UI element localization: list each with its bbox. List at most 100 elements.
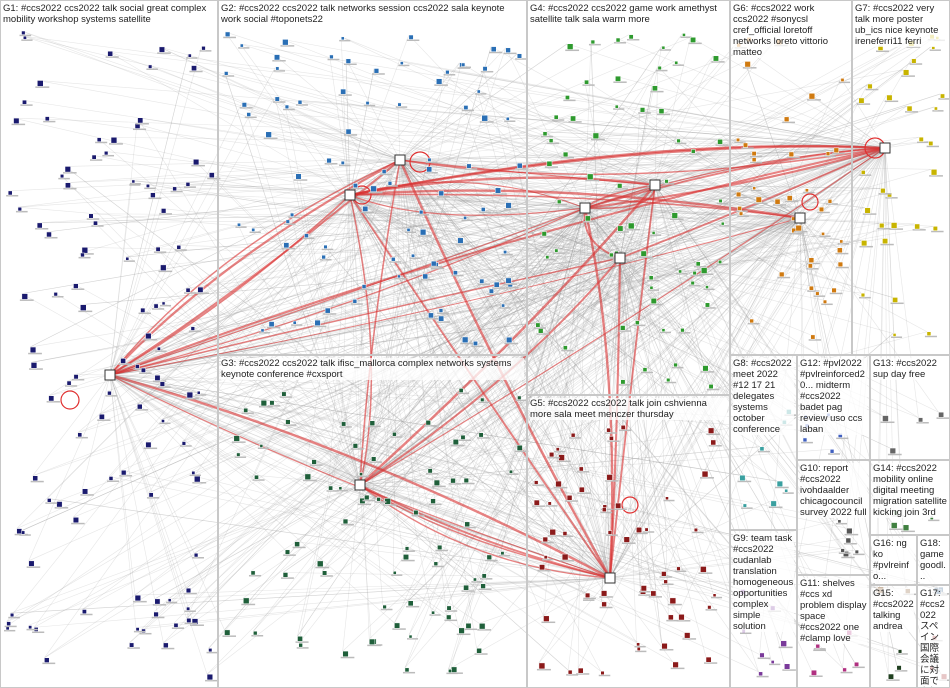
- node-shadow: [638, 594, 652, 596]
- node: [811, 669, 817, 676]
- node-shadow: [928, 519, 940, 522]
- hub-node: [104, 369, 116, 381]
- node: [690, 37, 696, 43]
- node-shadow: [443, 74, 456, 76]
- node: [368, 638, 376, 645]
- node-shadow: [700, 477, 714, 479]
- edge: [654, 39, 777, 186]
- edge: [33, 194, 351, 628]
- edge: [125, 207, 586, 258]
- node: [503, 250, 507, 254]
- node: [433, 561, 439, 566]
- node-shadow: [343, 134, 358, 136]
- node-shadow: [35, 228, 49, 230]
- node-shadow: [258, 331, 271, 334]
- edge: [322, 147, 886, 571]
- node: [369, 420, 376, 426]
- node: [408, 634, 413, 639]
- node: [140, 367, 146, 373]
- edge: [837, 147, 886, 248]
- edge: [31, 217, 801, 363]
- edge: [619, 257, 939, 413]
- node: [197, 286, 204, 293]
- node: [108, 476, 114, 481]
- node-shadow: [241, 412, 254, 414]
- node-shadow: [71, 522, 85, 525]
- edge: [399, 53, 518, 161]
- node-shadow: [532, 505, 546, 507]
- node: [479, 278, 485, 284]
- edge: [431, 257, 621, 612]
- node-shadow: [561, 349, 574, 352]
- edge: [60, 174, 361, 486]
- node-shadow: [929, 49, 941, 51]
- node-shadow: [205, 679, 219, 682]
- node-shadow: [171, 627, 185, 629]
- edge: [109, 374, 198, 392]
- edge: [21, 293, 361, 486]
- node: [784, 663, 791, 670]
- node: [861, 240, 868, 247]
- edge: [145, 184, 656, 443]
- node-shadow: [546, 505, 558, 507]
- edge: [399, 47, 506, 161]
- node-shadow: [904, 111, 919, 113]
- node-shadow: [607, 256, 620, 259]
- edge: [185, 257, 621, 589]
- edge: [549, 184, 656, 530]
- node: [158, 46, 165, 53]
- node: [713, 55, 719, 62]
- edge: [399, 43, 568, 161]
- node-shadow: [613, 81, 627, 83]
- hub-node: [604, 572, 616, 584]
- node-shadow: [856, 103, 871, 105]
- edge: [799, 217, 930, 667]
- node-shadow: [146, 68, 158, 70]
- node-shadow: [479, 211, 492, 214]
- edge: [341, 184, 656, 423]
- edge: [225, 31, 801, 219]
- node: [742, 503, 747, 508]
- node-shadow: [363, 104, 376, 107]
- node: [463, 477, 469, 484]
- edge: [140, 307, 361, 486]
- node-shadow: [565, 49, 580, 52]
- edge-strong: [399, 159, 656, 186]
- node: [640, 250, 647, 257]
- edge: [391, 217, 801, 258]
- node-shadow: [669, 218, 684, 220]
- node: [13, 117, 20, 124]
- node-shadow: [737, 215, 749, 217]
- edge: [619, 207, 865, 259]
- edge-strong: [359, 484, 611, 579]
- node: [578, 486, 585, 493]
- node-shadow: [734, 196, 747, 199]
- edge: [208, 484, 361, 649]
- node-shadow: [133, 368, 146, 370]
- node-shadow: [647, 289, 660, 291]
- edge: [80, 159, 401, 254]
- edge: [654, 184, 780, 273]
- node: [464, 521, 470, 528]
- edge-strong: [109, 257, 621, 376]
- node: [446, 614, 452, 620]
- node-shadow: [174, 249, 187, 251]
- node-shadow: [569, 437, 582, 439]
- node-shadow: [802, 418, 814, 420]
- node-shadow: [615, 188, 629, 190]
- node-shadow: [600, 508, 613, 511]
- node-shadow: [916, 422, 929, 424]
- node: [110, 137, 118, 144]
- node: [805, 188, 809, 193]
- node: [473, 577, 477, 582]
- node: [438, 190, 445, 197]
- node-shadow: [600, 511, 613, 514]
- node-shadow: [933, 39, 945, 42]
- node-shadow: [368, 191, 383, 194]
- node: [404, 546, 410, 551]
- edge: [294, 147, 886, 542]
- edge: [109, 53, 189, 376]
- node: [743, 142, 749, 148]
- node: [615, 502, 622, 509]
- edge: [399, 159, 893, 298]
